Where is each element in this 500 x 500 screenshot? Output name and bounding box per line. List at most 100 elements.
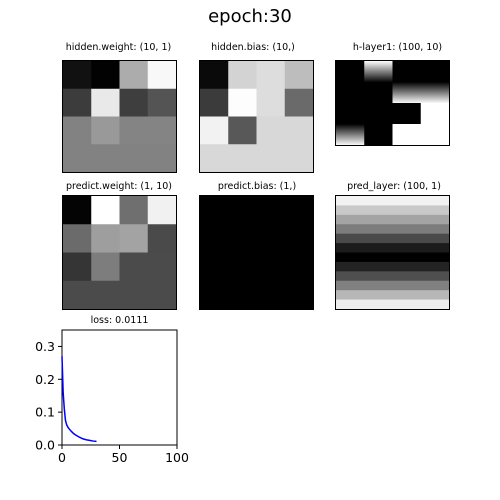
heatmap-cell	[63, 144, 92, 172]
heatmap-cell	[284, 61, 313, 90]
heatmap-cell	[91, 252, 120, 282]
band-row	[336, 280, 449, 291]
heatmap-cell	[91, 116, 120, 145]
heatmap-cell	[420, 124, 449, 145]
heatmap-predict-bias	[199, 195, 314, 310]
heatmap-cell	[228, 88, 257, 117]
heatmap-cell	[91, 61, 120, 90]
x-tick-label: 50	[112, 450, 128, 465]
loss-title: loss: 0.0111	[90, 315, 149, 326]
band-row	[336, 224, 449, 235]
activation-map-h-layer1	[335, 60, 450, 146]
heatmap-cell	[63, 116, 92, 145]
heatmap-cell	[228, 61, 257, 90]
heatmap-cell	[147, 88, 176, 117]
heatmap-cell	[119, 252, 149, 282]
heatmap-cell	[119, 144, 149, 172]
heatmap-cell	[420, 82, 449, 104]
heatmap-cell	[200, 61, 229, 90]
heatmap-cell	[336, 103, 365, 125]
heatmap-cell	[256, 116, 286, 145]
heatmap-cell	[119, 196, 149, 225]
band-row	[336, 233, 449, 244]
heatmap-cell	[228, 116, 257, 145]
heatmap-cell	[336, 82, 365, 104]
band-row	[336, 196, 449, 206]
heatmap-cell	[119, 280, 149, 309]
y-tick-label: 0.2	[35, 372, 55, 387]
heatmap-cell	[256, 88, 286, 117]
panel-title-hidden-weight: hidden.weight: (10, 1)	[65, 42, 172, 53]
band-row	[336, 205, 449, 216]
heatmap-cell	[63, 224, 92, 253]
heatmap-cell	[200, 144, 229, 172]
heatmap-hidden-bias	[199, 60, 314, 173]
heatmap-cell	[200, 196, 313, 309]
heatmap-cell	[420, 61, 449, 83]
heatmap-cell	[63, 61, 92, 90]
heatmap-cell	[336, 124, 365, 145]
heatmap-cell	[392, 82, 422, 104]
band-row	[336, 252, 449, 263]
panel-title-predict-weight: predict.weight: (1, 10)	[65, 181, 173, 192]
heatmap-cell	[91, 280, 120, 309]
heatmap-cell	[147, 252, 176, 282]
band-row	[336, 271, 449, 282]
heatmap-cell	[364, 103, 393, 125]
panel-title-pred-layer: pred_layer: (100, 1)	[347, 181, 441, 192]
heatmap-cell	[147, 116, 176, 145]
y-tick-label: 0.0	[35, 438, 55, 453]
heatmap-cell	[256, 144, 286, 172]
heatmap-cell	[284, 88, 313, 117]
figure-title: epoch:30	[208, 6, 292, 27]
heatmap-cell	[364, 124, 393, 145]
band-row	[336, 299, 449, 309]
loss-axes-frame	[61, 329, 178, 446]
heatmap-cell	[63, 280, 92, 309]
y-tick-label: 0.1	[35, 405, 55, 420]
band-row	[336, 261, 449, 272]
x-tick-label: 100	[165, 450, 189, 465]
heatmap-cell	[91, 196, 120, 225]
heatmap-cell	[256, 61, 286, 90]
heatmap-cell	[336, 61, 365, 83]
heatmap-cell	[228, 144, 257, 172]
heatmap-cell	[364, 82, 393, 104]
heatmap-cell	[119, 88, 149, 117]
band-row	[336, 290, 449, 301]
heatmap-cell	[364, 61, 393, 83]
heatmap-cell	[119, 224, 149, 253]
heatmap-cell	[147, 61, 176, 90]
heatmap-cell	[200, 88, 229, 117]
heatmap-predict-weight	[62, 195, 177, 310]
heatmap-cell	[91, 224, 120, 253]
heatmap-cell	[284, 144, 313, 172]
heatmap-cell	[147, 224, 176, 253]
bands-pred-layer	[335, 195, 450, 310]
x-tick-label: 0	[58, 450, 66, 465]
heatmap-cell	[147, 280, 176, 309]
y-tick-label: 0.3	[35, 339, 55, 354]
band-row	[336, 243, 449, 253]
band-row	[336, 214, 449, 225]
heatmap-cell	[392, 124, 422, 145]
heatmap-cell	[147, 196, 176, 225]
heatmap-cell	[91, 88, 120, 117]
heatmap-cell	[147, 144, 176, 172]
heatmap-cell	[392, 103, 422, 125]
panel-title-predict-bias: predict.bias: (1,)	[217, 181, 297, 192]
heatmap-cell	[200, 116, 229, 145]
heatmap-cell	[63, 88, 92, 117]
heatmap-cell	[91, 144, 120, 172]
heatmap-cell	[63, 252, 92, 282]
heatmap-cell	[284, 116, 313, 145]
heatmap-cell	[420, 103, 449, 125]
loss-line	[61, 356, 97, 443]
panel-title-hidden-bias: hidden.bias: (10,)	[211, 42, 295, 53]
heatmap-cell	[63, 196, 92, 225]
heatmap-cell	[119, 116, 149, 145]
heatmap-cell	[119, 61, 149, 90]
heatmap-cell	[392, 61, 422, 83]
panel-title-h-layer1: h-layer1: (100, 10)	[352, 42, 443, 53]
